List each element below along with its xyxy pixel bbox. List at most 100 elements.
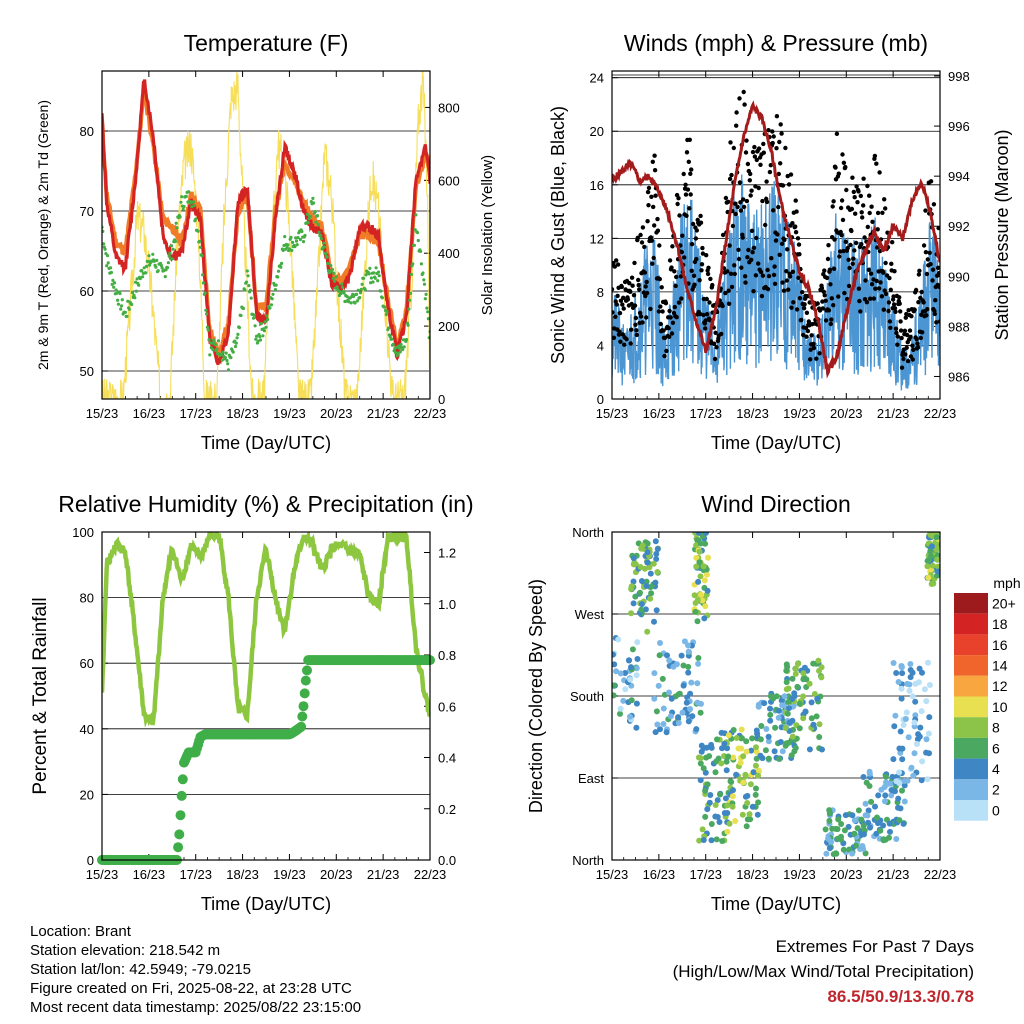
gust-point [635,235,640,240]
direction-point [699,826,706,833]
gust-point [779,131,784,136]
y2-tick-label: 800 [438,100,460,115]
series-group [612,74,940,391]
dewpoint-point [317,230,321,234]
gust-point [881,270,886,275]
direction-point [697,755,704,762]
gust-point [719,331,724,337]
direction-point [861,831,867,838]
gust-point [656,309,662,314]
direction-point [727,778,734,785]
gust-point [698,220,704,225]
dewpoint-point [241,306,245,311]
gust-point [777,139,782,145]
gust-point [839,232,844,238]
gust-point [886,300,892,305]
gust-point [649,238,654,243]
gust-point [754,235,759,241]
gust-point [920,330,925,335]
dewpoint-point [422,282,427,286]
direction-point [703,571,710,578]
gust-point [638,232,643,238]
direction-point [703,744,710,751]
gust-point [883,260,888,266]
gust-point [646,185,652,191]
dewpoint-point [261,334,265,338]
direction-point [617,705,624,712]
dewpoint-point [271,292,275,296]
direction-point [702,769,709,776]
direction-point [659,675,666,682]
dewpoint-point [313,210,317,214]
gust-point [651,255,656,261]
gust-point [931,202,937,207]
gust-point [644,279,649,285]
dewpoint-point [155,258,159,262]
gust-point [744,138,749,143]
dewpoint-point [171,247,175,251]
direction-point [730,754,737,761]
direction-point [928,553,934,559]
gust-point [636,282,641,288]
gust-point [831,266,837,271]
gust-point [765,267,770,273]
gust-point [705,271,711,277]
direction-point [902,716,909,722]
dewpoint-point [401,348,405,352]
dewpoint-point [168,251,172,255]
gust-point [651,204,656,210]
dewpoint-point [120,298,124,302]
direction-point [697,540,704,547]
gust-point [750,250,755,255]
direction-point [629,646,636,653]
direction-point [934,556,940,563]
direction-point [653,550,660,557]
gust-point [883,291,889,297]
direction-point [880,822,887,829]
gust-point [628,289,633,294]
direction-point [644,628,651,635]
direction-point [933,534,940,541]
direction-point [704,806,711,813]
gust-point [851,256,856,261]
direction-point [654,569,661,575]
dewpoint-point [265,314,269,318]
x-tick-label: 17/23 [179,406,212,421]
gust-point [749,257,754,262]
direction-point [730,727,737,733]
colorbar-label: 16 [992,637,1008,653]
gust-point [658,321,663,327]
direction-point [775,714,782,721]
gust-point [621,306,626,311]
dewpoint-point [201,281,206,285]
dewpoint-point [154,265,158,269]
gust-point [925,257,930,262]
direction-point [849,850,856,857]
direction-point [653,708,660,715]
gust-point [638,314,644,319]
direction-point [725,753,732,760]
colorbar-swatch [954,613,988,635]
direction-point [895,795,902,802]
y2-tick-label: 0.6 [438,699,456,714]
gust-point [650,159,655,164]
direction-point [733,771,740,778]
gust-point [700,251,706,256]
direction-point [680,682,687,689]
dewpoint-point [231,350,235,354]
direction-point [898,695,905,702]
gust-point [670,244,675,249]
direction-point [717,791,723,798]
dewpoint-point [419,249,423,253]
direction-point [796,725,803,732]
gust-point [612,310,615,315]
direction-point [642,606,649,613]
dewpoint-point [409,272,413,277]
direction-point [851,830,858,837]
gust-point [632,260,637,266]
gust-point [852,195,857,200]
y-tick-label: East [578,771,604,786]
dewpoint-point [103,247,107,251]
direction-point [696,548,703,555]
gust-point [723,290,728,296]
